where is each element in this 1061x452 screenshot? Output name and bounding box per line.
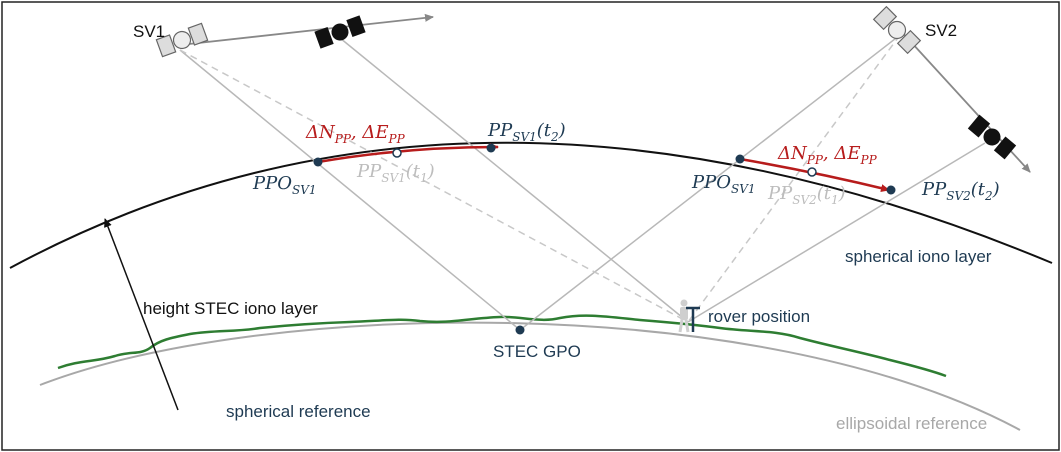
ray-sv1-to-rover-dashed <box>179 49 689 323</box>
signal-rays <box>179 34 986 331</box>
pp-sv2-t1-label: PPSV2(t1) <box>767 183 846 207</box>
gpo-label: STEC GPO <box>493 342 581 361</box>
sv2-label: SV2 <box>925 21 957 40</box>
ellipsoidal-reference-curve <box>39 321 1021 431</box>
pp-sv1-t1-label: PPSV1(t1) <box>356 161 435 185</box>
delta-label-sv2: ΔNPP, ΔEPP <box>777 143 878 167</box>
ellipsoidal-reference-label: ellipsoidal reference <box>836 414 987 433</box>
ppo-sv1-left-point <box>313 157 323 167</box>
iono-height-label: height STEC iono layer <box>143 299 318 318</box>
ray-sv2-to-gpo <box>519 34 901 331</box>
sv1-pierce-motion-path <box>317 143 499 164</box>
pp-sv1-t2-point <box>486 143 496 153</box>
stec-gpo-point <box>515 325 525 335</box>
ppo-sv1-left-label: PPOSV1 <box>252 173 317 197</box>
satellite-icon <box>155 22 209 58</box>
ray-sv1-moved-to-rover <box>339 37 689 323</box>
pp-sv1-t2-label: PPSV1(t2) <box>487 120 566 144</box>
iono-layer-label: spherical iono layer <box>845 247 992 266</box>
delta-label-sv1: ΔNPP, ΔEPP <box>305 122 406 146</box>
pp-sv2-t2-label: PPSV2(t2) <box>921 179 1000 203</box>
antenna-icon <box>686 306 700 332</box>
pierce-points <box>313 143 896 335</box>
ray-sv1-to-gpo <box>179 49 521 331</box>
pp-sv2-t1-point <box>807 167 817 177</box>
rover-label: rover position <box>708 307 810 326</box>
spherical-reference-label: spherical reference <box>226 402 371 421</box>
sv1-label: SV1 <box>133 22 165 41</box>
ppo-sv1-right-label: PPOSV1 <box>691 172 756 196</box>
iono-height-arrow <box>104 218 179 411</box>
terrain-line <box>57 314 947 378</box>
satellite-icon <box>872 5 922 55</box>
sv1-orbit-arrow <box>179 13 434 46</box>
person-icon <box>678 299 690 333</box>
satellite-icon <box>314 15 366 49</box>
ppo-sv1-right-point <box>735 154 745 164</box>
satellite-icon <box>967 114 1017 160</box>
pp-sv1-t1-point <box>392 148 402 158</box>
dashed-rays <box>179 34 901 323</box>
ray-sv2-moved-to-rover <box>687 142 986 323</box>
spherical-iono-layer <box>9 141 1053 269</box>
pp-sv2-t2-point <box>886 185 896 195</box>
